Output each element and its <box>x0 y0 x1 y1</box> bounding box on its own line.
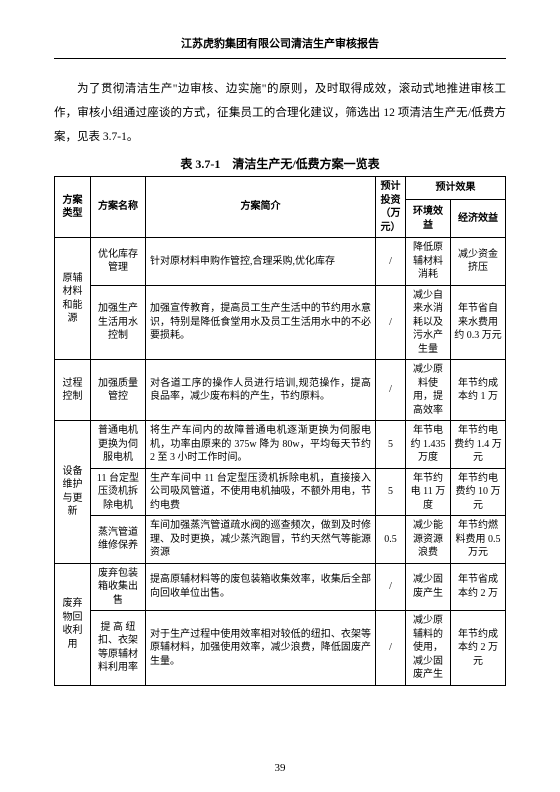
env-cell: 降低原辅材料消耗 <box>406 238 451 286</box>
name-cell: 11 台定型压烫机拆除电机 <box>91 468 146 516</box>
table-row: 蒸汽管道维修保养 车间加强蒸汽管道疏水阀的巡查频次，做到及时修理、及时更换，减少… <box>55 516 506 564</box>
table-row: 11 台定型压烫机拆除电机 生产车间中 11 台定型压烫机拆除电机，直接接入公司… <box>55 468 506 516</box>
table-header-row: 方案类型 方案名称 方案简介 预计投资（万元） 预计效果 <box>55 177 506 200</box>
inv-cell: 0.5 <box>376 516 406 564</box>
name-cell: 废弃包装箱收集出售 <box>91 563 146 611</box>
page-number: 39 <box>0 760 560 778</box>
name-cell: 提 高 纽扣、衣架等原辅材料利用率 <box>91 611 146 686</box>
env-cell: 年节电约 1.435 万度 <box>406 421 451 469</box>
inv-cell: / <box>376 360 406 421</box>
col-invest: 预计投资（万元） <box>376 177 406 238</box>
desc-cell: 加强宣传教育，提高员工生产生活中的节约用水意识，特别是降低食堂用水及员工生活用水… <box>146 285 376 360</box>
col-desc: 方案简介 <box>146 177 376 238</box>
eco-cell: 年节省成本约 2 万 <box>451 563 506 611</box>
type-cell: 废弃物回收利用 <box>55 563 91 685</box>
table-row: 过程控制 加强质量管控 对各道工序的操作人员进行培训,规范操作，提高良品率，减少… <box>55 360 506 421</box>
inv-cell: 5 <box>376 421 406 469</box>
env-cell: 年节约电 11 万度 <box>406 468 451 516</box>
env-cell: 减少原辅料的使用，减少固废产生 <box>406 611 451 686</box>
eco-cell: 年节约电费约 10 万元 <box>451 468 506 516</box>
desc-cell: 生产车间中 11 台定型压烫机拆除电机，直接接入公司吸风管道，不使用电机抽吸，不… <box>146 468 376 516</box>
eco-cell: 年节约燃料费用 0.5 万元 <box>451 516 506 564</box>
schemes-table: 方案类型 方案名称 方案简介 预计投资（万元） 预计效果 环境效益 经济效益 原… <box>54 176 506 686</box>
env-cell: 减少原料使用，提高效率 <box>406 360 451 421</box>
col-effect: 预计效果 <box>406 177 506 200</box>
eco-cell: 年节约成本约 2 万元 <box>451 611 506 686</box>
table-row: 废弃物回收利用 废弃包装箱收集出售 提高原辅材料等的废包装箱收集效率，收集后全部… <box>55 563 506 611</box>
table-row: 提 高 纽扣、衣架等原辅材料利用率 对于生产过程中使用效率相对较低的纽扣、衣架等… <box>55 611 506 686</box>
desc-cell: 将生产车间内的故障普通电机逐渐更换为伺服电机，功率由原来的 375w 降为 80… <box>146 421 376 469</box>
name-cell: 普通电机更换为伺服电机 <box>91 421 146 469</box>
env-cell: 减少自来水消耗以及污水产生量 <box>406 285 451 360</box>
desc-cell: 对于生产过程中使用效率相对较低的纽扣、衣架等原辅材料，加强使用效率，减少浪费，降… <box>146 611 376 686</box>
env-cell: 减少固废产生 <box>406 563 451 611</box>
name-cell: 优化库存管理 <box>91 238 146 286</box>
desc-cell: 提高原辅材料等的废包装箱收集效率，收集后全部向回收单位出售。 <box>146 563 376 611</box>
table-row: 加强生产生活用水控制 加强宣传教育，提高员工生产生活中的节约用水意识，特别是降低… <box>55 285 506 360</box>
eco-cell: 减少资金挤压 <box>451 238 506 286</box>
desc-cell: 针对原材料申购作管控,合理采购,优化库存 <box>146 238 376 286</box>
inv-cell: 5 <box>376 468 406 516</box>
env-cell: 减少能源资源浪费 <box>406 516 451 564</box>
intro-paragraph: 为了贯彻清洁生产"边审核、边实施"的原则，及时取得成效，滚动式地推进审核工作，审… <box>54 77 506 149</box>
col-eco: 经济效益 <box>451 200 506 238</box>
type-cell: 设备维护与更新 <box>55 421 91 564</box>
eco-cell: 年节省自来水费用约 0.3 万元 <box>451 285 506 360</box>
name-cell: 蒸汽管道维修保养 <box>91 516 146 564</box>
col-type: 方案类型 <box>55 177 91 238</box>
inv-cell: / <box>376 611 406 686</box>
doc-header: 江苏虎豹集团有限公司清洁生产审核报告 <box>54 36 506 59</box>
col-name: 方案名称 <box>91 177 146 238</box>
inv-cell: / <box>376 563 406 611</box>
desc-cell: 对各道工序的操作人员进行培训,规范操作，提高良品率，减少废布料的产生，节约原料。 <box>146 360 376 421</box>
type-cell: 原辅材料和能源 <box>55 238 91 360</box>
name-cell: 加强生产生活用水控制 <box>91 285 146 360</box>
name-cell: 加强质量管控 <box>91 360 146 421</box>
table-row: 原辅材料和能源 优化库存管理 针对原材料申购作管控,合理采购,优化库存 / 降低… <box>55 238 506 286</box>
eco-cell: 年节约电费约 1.4 万元 <box>451 421 506 469</box>
type-cell: 过程控制 <box>55 360 91 421</box>
table-row: 设备维护与更新 普通电机更换为伺服电机 将生产车间内的故障普通电机逐渐更换为伺服… <box>55 421 506 469</box>
eco-cell: 年节约成本约 1 万 <box>451 360 506 421</box>
inv-cell: / <box>376 285 406 360</box>
table-caption: 表 3.7-1 清洁生产无/低费方案一览表 <box>54 155 506 174</box>
col-env: 环境效益 <box>406 200 451 238</box>
inv-cell: / <box>376 238 406 286</box>
desc-cell: 车间加强蒸汽管道疏水阀的巡查频次，做到及时修理、及时更换，减少蒸汽跑冒，节约天然… <box>146 516 376 564</box>
